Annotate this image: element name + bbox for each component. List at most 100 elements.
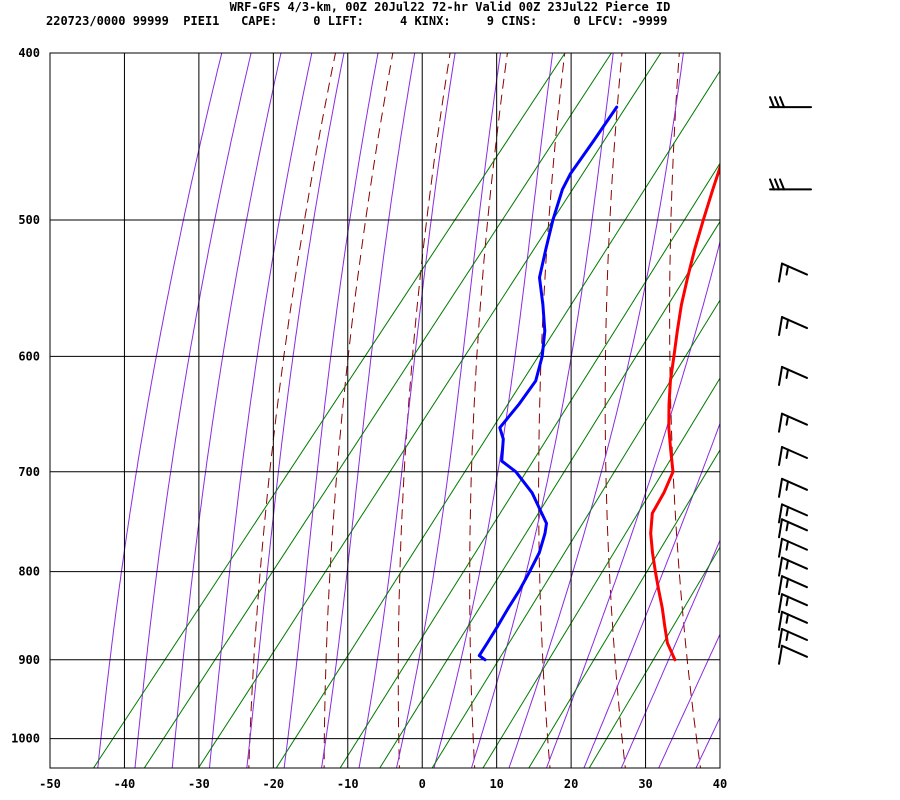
barb-flag	[778, 316, 783, 337]
dry-adiabat-line	[397, 53, 451, 768]
temperature-tick-label: 30	[638, 777, 652, 791]
mixing-ratio-line	[528, 449, 720, 768]
barb-flag	[769, 96, 775, 109]
barb-half-flag	[785, 595, 789, 607]
wind-barb	[778, 503, 808, 524]
moist-adiabat-line	[358, 53, 456, 768]
moist-adiabat-line	[583, 422, 720, 768]
barb-half-flag	[785, 265, 789, 276]
barb-half-flag	[785, 613, 789, 624]
dry-adiabat-line	[604, 53, 626, 768]
pressure-tick-label: 500	[18, 213, 40, 227]
dry-adiabat-line	[538, 53, 566, 768]
barb-flag	[778, 477, 783, 498]
barb-half-flag	[785, 318, 789, 330]
barb-staff	[781, 503, 808, 517]
dry-adiabat-line	[732, 34, 777, 775]
temperature-tick-label: 20	[564, 777, 578, 791]
temperature-tick-label: 10	[489, 777, 503, 791]
barb-half-flag	[785, 540, 789, 551]
moist-adiabat-line	[283, 53, 379, 768]
moist-adiabat-line	[433, 53, 554, 768]
dry-adiabat-line	[469, 53, 508, 768]
moist-adiabat-line	[658, 632, 720, 768]
wind-barb	[778, 412, 808, 433]
pressure-tick-label: 900	[18, 653, 40, 667]
pressure-tick-label: 400	[18, 46, 40, 60]
barb-flag	[778, 518, 783, 539]
barb-flag	[778, 412, 783, 433]
barb-flag	[778, 556, 783, 577]
temperature-tick-label: 0	[419, 777, 426, 791]
pressure-tick-label: 1000	[11, 732, 40, 746]
barb-flag	[778, 262, 783, 283]
temperature-tick-label: -10	[337, 777, 359, 791]
wind-barb	[778, 365, 808, 386]
wind-barb	[778, 445, 808, 466]
mixing-ratio-line	[431, 299, 720, 768]
pressure-tick-label: 700	[18, 465, 40, 479]
moist-adiabat-line	[171, 53, 282, 768]
wind-barb	[778, 556, 808, 577]
barb-flag	[778, 627, 783, 648]
mixing-ratio-line	[339, 162, 720, 768]
dry-adiabat-line	[669, 53, 702, 768]
wind-barb	[778, 477, 808, 498]
barb-flag	[778, 365, 783, 386]
moist-adiabat-line	[695, 716, 720, 768]
barb-staff	[781, 262, 808, 276]
dry-adiabat-line	[792, 34, 852, 775]
barb-staff	[781, 610, 808, 624]
moist-adiabat-line	[620, 539, 720, 768]
barb-staff	[781, 627, 808, 641]
wind-barb	[769, 96, 812, 109]
temperature-tick-label: -20	[262, 777, 284, 791]
barb-flag	[778, 537, 783, 558]
wind-barb	[778, 627, 808, 648]
barb-staff	[781, 537, 808, 551]
dry-adiabat-line	[851, 34, 900, 775]
sounding-traces	[477, 105, 720, 662]
moist-adiabat-line	[508, 53, 684, 768]
dry-adiabat-line	[248, 53, 337, 768]
plot-frame	[49, 52, 721, 769]
dry-adiabat-line	[323, 53, 394, 768]
wind-barb	[778, 644, 808, 665]
barb-flag	[769, 178, 775, 191]
wind-barb	[778, 610, 808, 631]
mixing-ratio-line	[143, 53, 612, 768]
barb-flag	[778, 503, 783, 524]
barb-staff	[781, 477, 808, 491]
barb-flag	[778, 575, 783, 596]
pressure-tick-label: 800	[18, 565, 40, 579]
barb-half-flag	[785, 520, 789, 532]
moist-adiabat-line	[208, 53, 313, 768]
pressure-tick-label: 600	[18, 349, 40, 363]
mixing-ratio-line	[379, 220, 720, 768]
wind-barb	[778, 593, 808, 614]
mixing-ratio-line	[197, 53, 662, 768]
temperature-tick-label: -50	[39, 777, 61, 791]
mixing-ratio-line	[482, 377, 720, 768]
barb-flag	[774, 178, 780, 191]
barb-half-flag	[785, 480, 789, 491]
wind-barb	[778, 262, 808, 283]
mixing-ratio-line	[92, 53, 566, 768]
temperature-tick-label: 40	[713, 777, 727, 791]
moist-adiabat-line	[545, 239, 720, 768]
barb-staff	[781, 412, 808, 426]
barb-staff	[781, 316, 808, 330]
grid-lines	[50, 53, 720, 768]
wind-barb	[769, 178, 812, 191]
moist-adiabat-line	[320, 53, 416, 768]
barb-flag	[778, 593, 783, 614]
mixing-ratio-line	[275, 69, 720, 768]
dewpoint-line	[477, 105, 619, 662]
barb-staff	[781, 593, 808, 607]
wind-barb	[778, 518, 808, 539]
wind-barb	[778, 575, 808, 596]
barb-staff	[781, 556, 808, 570]
barb-flag	[778, 644, 783, 665]
temperature-tick-label: -30	[188, 777, 210, 791]
barb-half-flag	[785, 368, 789, 379]
